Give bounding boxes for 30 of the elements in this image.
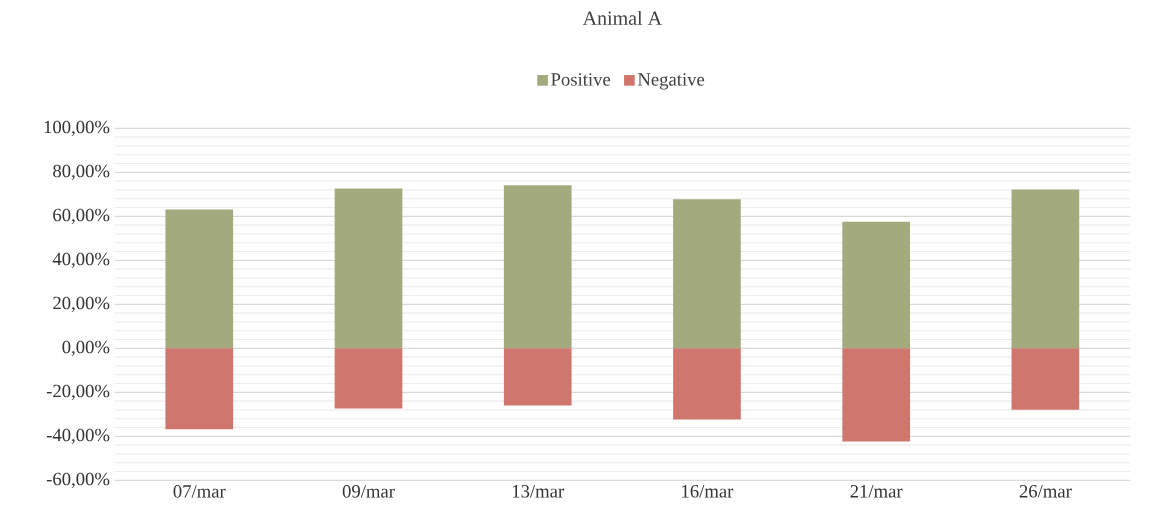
- y-tick-label: 100,00%: [44, 120, 110, 136]
- bar: [334, 188, 403, 349]
- legend-label: Negative: [637, 73, 705, 90]
- x-tick-label: 21/mar: [850, 485, 903, 498]
- bar: [673, 348, 741, 420]
- y-tick-label: 40,00%: [52, 252, 110, 268]
- y-tick-label: 0,00%: [62, 340, 110, 356]
- bar: [334, 348, 403, 409]
- bar: [503, 348, 572, 406]
- bar: [1011, 348, 1080, 410]
- x-tick-label: 09/mar: [342, 485, 395, 498]
- bar: [503, 185, 572, 349]
- x-tick-label: 13/mar: [512, 485, 565, 498]
- chart-title: Animal A: [582, 10, 662, 25]
- x-tick-label: 26/mar: [1019, 485, 1072, 498]
- bar: [165, 209, 234, 349]
- y-tick-label: 20,00%: [53, 296, 110, 312]
- x-tick-label: 07/mar: [173, 485, 226, 498]
- y-tick-label: -60,00%: [46, 472, 110, 488]
- bar: [842, 348, 911, 442]
- bar: [842, 221, 911, 349]
- legend-label: Positive: [551, 73, 611, 86]
- y-tick-label: 60,00%: [53, 208, 110, 224]
- y-tick-label: -20,00%: [46, 384, 110, 400]
- bar: [165, 348, 234, 430]
- y-tick-label: -40,00%: [46, 428, 110, 444]
- y-tick-label: 80,00%: [53, 164, 110, 180]
- bar: [673, 199, 741, 349]
- x-tick-label: 16/mar: [682, 485, 734, 498]
- bar: [1011, 189, 1080, 349]
